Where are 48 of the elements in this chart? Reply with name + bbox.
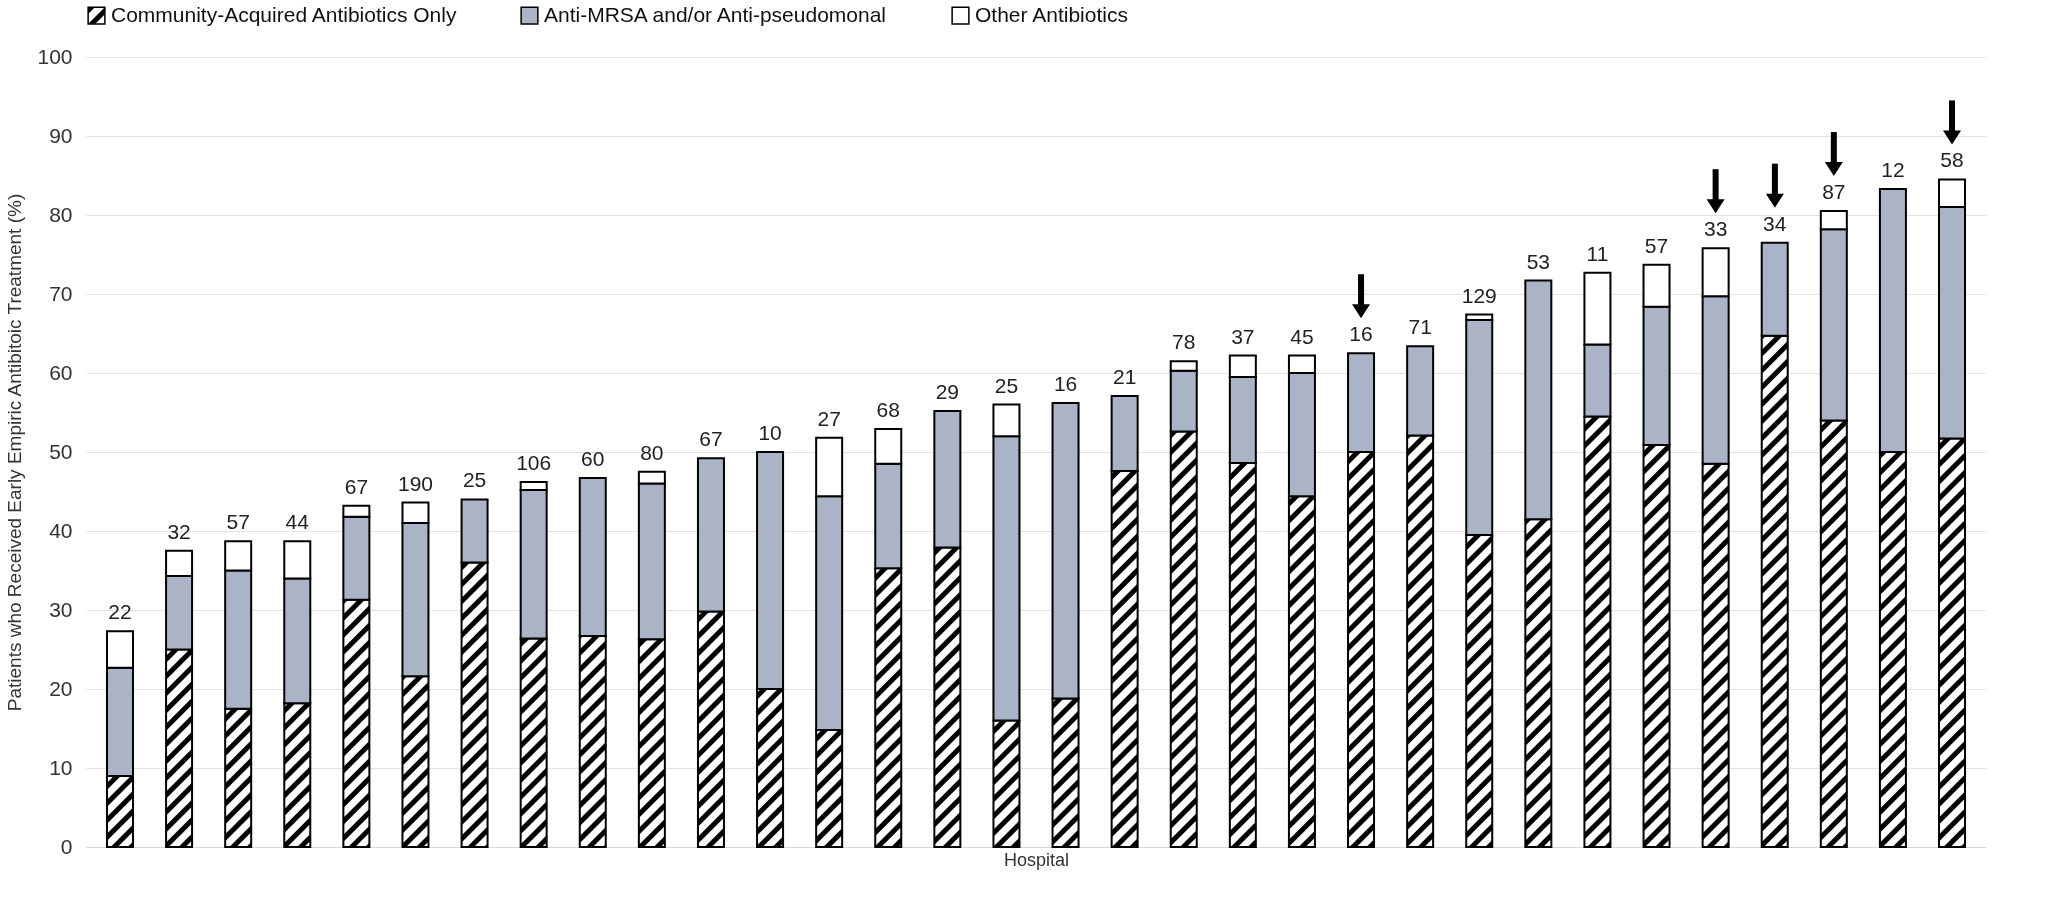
legend-label: Community-Acquired Antibiotics Only bbox=[111, 2, 457, 26]
annotation: 68 bbox=[876, 398, 900, 422]
y-tick-label: 100 bbox=[37, 44, 73, 68]
annotation: 58 bbox=[1940, 148, 1964, 172]
annotation: 21 bbox=[1112, 364, 1137, 388]
y-tick-label: 80 bbox=[49, 202, 73, 226]
annotation: 80 bbox=[640, 440, 664, 464]
y-tick-label: 30 bbox=[49, 597, 73, 621]
annotation: 45 bbox=[1290, 324, 1314, 348]
annotation: 57 bbox=[226, 510, 250, 534]
annotation: 78 bbox=[1172, 330, 1196, 354]
annotation: 22 bbox=[108, 600, 132, 624]
y-tick-label: 60 bbox=[49, 360, 73, 384]
annotation: 32 bbox=[167, 519, 191, 543]
legend-label: Other Antibiotics bbox=[975, 2, 1128, 26]
annotation: 190 bbox=[397, 471, 433, 495]
y-tick-label: 0 bbox=[60, 834, 73, 858]
annotation: 106 bbox=[516, 451, 552, 475]
annotation: 25 bbox=[994, 373, 1019, 397]
y-tick-label: 20 bbox=[49, 676, 73, 700]
annotation: 57 bbox=[1644, 233, 1669, 257]
legend-label: Anti-MRSA and/or Anti-pseudomonal bbox=[544, 2, 887, 26]
x-axis-title: Hospital bbox=[1003, 849, 1070, 870]
annotation: 25 bbox=[462, 468, 487, 492]
annotation: 129 bbox=[1461, 283, 1497, 307]
y-tick-label: 90 bbox=[49, 123, 73, 147]
annotation: 16 bbox=[1053, 372, 1078, 396]
annotation: 53 bbox=[1526, 249, 1551, 273]
annotation: 10 bbox=[758, 421, 782, 444]
annotation: 44 bbox=[285, 510, 310, 534]
annotation: 29 bbox=[935, 379, 960, 403]
annotation: 33 bbox=[1703, 217, 1728, 241]
y-tick-label: 70 bbox=[49, 281, 73, 305]
annotation: 37 bbox=[1231, 324, 1255, 348]
annotation: 11 bbox=[1586, 241, 1609, 265]
annotation: 67 bbox=[344, 474, 369, 498]
annotation: 27 bbox=[817, 406, 841, 430]
y-axis-title: Patients who Received Early Empiric Antibitoic Treatment (%) bbox=[4, 193, 26, 712]
annotation: 34 bbox=[1763, 211, 1787, 235]
annotation: 87 bbox=[1822, 180, 1846, 204]
annotation: 16 bbox=[1349, 322, 1373, 346]
annotation: 12 bbox=[1881, 157, 1905, 181]
y-tick-label: 50 bbox=[49, 439, 73, 463]
annotation: 60 bbox=[581, 447, 605, 471]
annotation: 71 bbox=[1408, 315, 1432, 339]
y-tick-label: 10 bbox=[49, 755, 73, 779]
annotation: 67 bbox=[699, 427, 723, 451]
y-tick-label: 40 bbox=[49, 518, 73, 542]
